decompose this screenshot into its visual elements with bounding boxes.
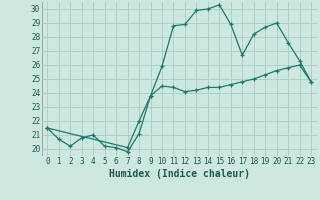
X-axis label: Humidex (Indice chaleur): Humidex (Indice chaleur)	[109, 169, 250, 179]
